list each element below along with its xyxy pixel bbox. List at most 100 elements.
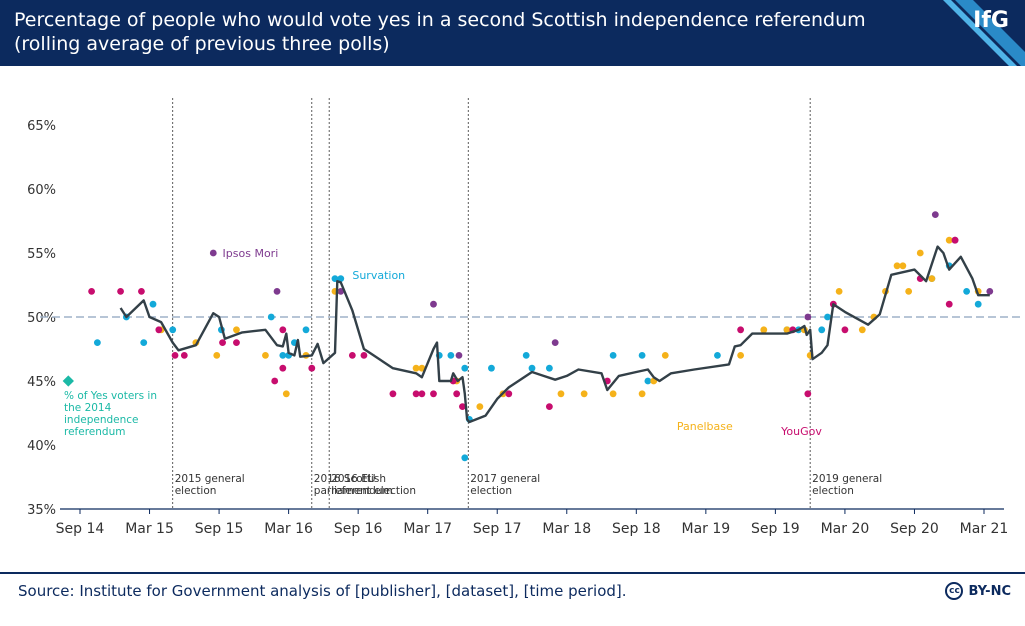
event-label: 2016 Scottish <box>314 473 386 485</box>
poll-point-survation <box>169 326 177 334</box>
poll-point-yougov <box>271 377 279 385</box>
poll-point-survation <box>447 352 455 359</box>
poll-point-yougov <box>459 403 466 410</box>
x-tick-label: Sep 19 <box>751 521 800 537</box>
poll-point-yougov <box>804 390 812 398</box>
poll-point-yougov <box>453 390 461 398</box>
poll-point-panelbase <box>638 390 646 398</box>
x-tick-label: Sep 17 <box>473 521 522 537</box>
poll-point-survation <box>644 377 652 385</box>
poll-point-ipsos-mori <box>337 288 345 295</box>
poll-point-yougov <box>171 352 179 359</box>
title-line-1: Percentage of people who would vote yes … <box>14 9 866 31</box>
poll-point-survation <box>824 313 831 321</box>
poll-point-survation <box>488 364 495 372</box>
x-tick-label: Mar 16 <box>264 521 313 537</box>
poll-point-panelbase <box>282 390 290 398</box>
poll-point-panelbase <box>233 326 240 334</box>
poll-point-yougov <box>505 390 513 398</box>
yes-2014-label: % of Yes voters in <box>64 390 157 402</box>
poll-point-panelbase <box>737 352 745 359</box>
y-tick-label: 35% <box>27 503 56 518</box>
x-tick-label: Mar 20 <box>821 521 870 537</box>
series-label: Panelbase <box>677 420 733 433</box>
poll-point-ipsos-mori <box>931 211 939 219</box>
poll-point-ipsos-mori <box>273 288 281 295</box>
event-label: 2017 general <box>470 473 540 485</box>
event-label: 2016 EU <box>331 473 375 485</box>
poll-point-survation <box>149 300 157 308</box>
license-label: BY-NC <box>968 583 1011 599</box>
source-text: Source: Institute for Government analysi… <box>18 582 627 600</box>
poll-point-survation <box>638 352 646 359</box>
chart-title: Percentage of people who would vote yes … <box>14 8 894 56</box>
poll-point-ipsos-mori <box>430 300 437 308</box>
series-label: Ipsos Mori <box>223 247 279 260</box>
poll-point-panelbase <box>916 249 924 257</box>
poll-point-panelbase <box>557 390 565 398</box>
poll-point-yougov <box>412 390 420 398</box>
chart-svg: 35% 40% 45% 50% 55% 60% 65% Sep 14 Mar 15 Sep 15 M… <box>27 98 1020 537</box>
y-tick-label: 60% <box>27 183 56 198</box>
footer: Source: Institute for Government analysi… <box>0 572 1025 626</box>
x-tick-label: Sep 16 <box>334 521 383 537</box>
poll-point-survation <box>140 339 148 346</box>
logo-stripe-icon <box>943 0 1025 66</box>
poll-point-ipsos-mori <box>986 288 994 295</box>
poll-point-yougov <box>279 364 287 372</box>
poll-point-panelbase <box>893 262 901 270</box>
poll-point-ipsos-mori <box>209 249 217 257</box>
title-line-2: (rolling average of previous three polls… <box>14 33 390 55</box>
poll-point-yougov <box>155 326 163 334</box>
series-label: YouGov <box>780 425 822 438</box>
y-tick-label: 40% <box>27 439 56 454</box>
poll-point-panelbase <box>418 364 426 372</box>
poll-point-survation <box>545 364 553 372</box>
poll-point-yougov <box>841 326 849 334</box>
poll-point-yougov <box>360 352 368 359</box>
event-label: election <box>470 485 512 497</box>
poll-point-panelbase <box>945 236 953 244</box>
poll-point-ipsos-mori <box>551 339 559 346</box>
poll-point-yougov <box>117 288 124 295</box>
poll-point-ipsos-mori <box>455 352 463 359</box>
creative-commons-icon: cc <box>945 582 964 600</box>
poll-point-survation <box>609 352 617 359</box>
poll-point-yougov <box>279 326 287 334</box>
yes-2014-marker <box>62 375 74 387</box>
poll-point-survation <box>461 364 469 372</box>
poll-point-panelbase <box>760 326 768 334</box>
poll-point-yougov <box>348 352 356 359</box>
x-tick-label: Sep 18 <box>612 521 661 537</box>
poll-point-survation <box>963 288 971 295</box>
yes-2014-label: referendum <box>64 426 125 438</box>
poll-point-panelbase <box>928 275 936 282</box>
event-label: 2015 general <box>175 473 245 485</box>
event-label: referendum <box>331 485 392 497</box>
poll-point-panelbase <box>476 403 484 410</box>
x-tick-label: Sep 15 <box>195 521 244 537</box>
event-label: 2019 general <box>812 473 882 485</box>
x-tick-label: Sep 14 <box>56 521 105 537</box>
poll-point-ipsos-mori <box>804 313 812 321</box>
x-tick-label: Mar 19 <box>682 521 731 537</box>
poll-point-survation <box>461 454 469 462</box>
poll-point-yougov <box>308 364 316 372</box>
y-tick-label: 65% <box>27 119 56 134</box>
x-tick-label: Sep 20 <box>890 521 939 537</box>
poll-point-panelbase <box>899 262 907 270</box>
poll-point-yougov <box>418 390 426 398</box>
ifg-logo: IfG <box>973 8 1009 33</box>
chart-area: 35% 40% 45% 50% 55% 60% 65% Sep 14 Mar 15 Sep 15 M… <box>0 66 1025 572</box>
poll-point-panelbase <box>580 390 588 398</box>
series-label: Survation <box>352 269 405 282</box>
license-badge: cc BY-NC <box>945 582 1011 600</box>
x-tick-label: Mar 17 <box>403 521 452 537</box>
poll-point-survation <box>528 364 536 372</box>
poll-point-yougov <box>233 339 240 346</box>
poll-point-survation <box>818 326 826 334</box>
poll-point-yougov <box>430 390 437 398</box>
poll-point-survation <box>267 313 275 321</box>
poll-point-yougov <box>219 339 226 346</box>
poll-point-yougov <box>737 326 745 334</box>
